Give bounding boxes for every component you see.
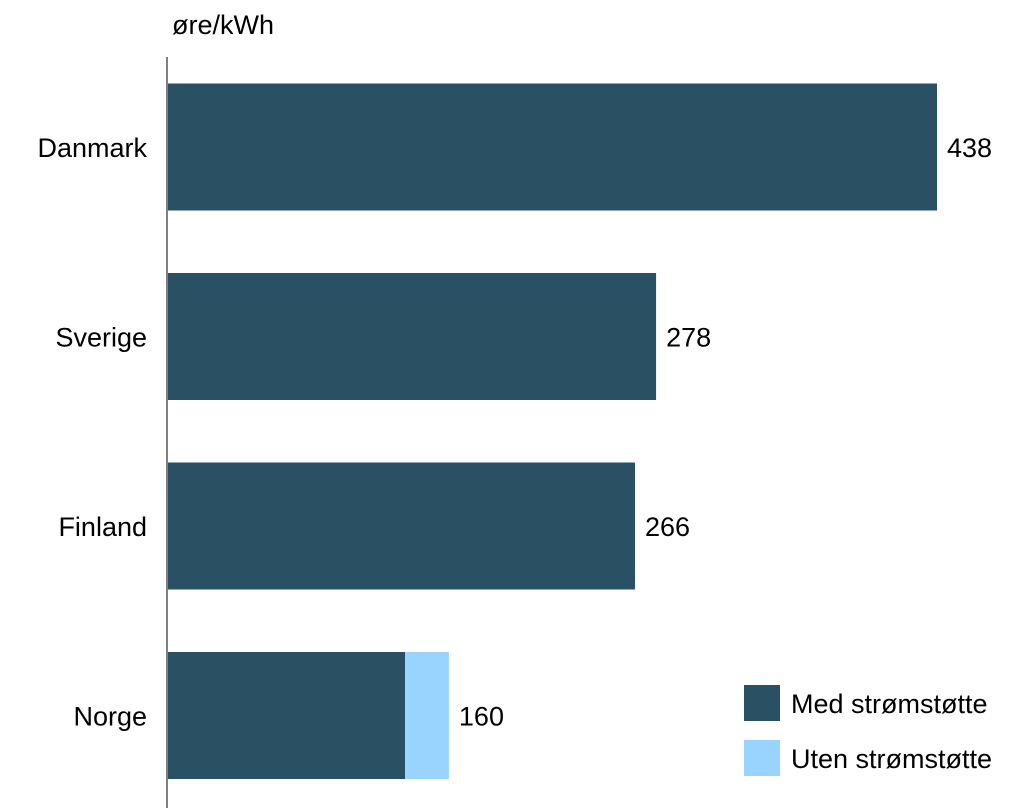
legend-label-1: Med strømstøtte: [791, 689, 988, 719]
bar-norge-series-1: [168, 652, 406, 779]
category-label-danmark: Danmark: [37, 133, 147, 163]
bar-norge-series-2: [405, 652, 449, 779]
data-label-norge: 160: [459, 702, 504, 732]
category-label-norge: Norge: [73, 702, 147, 732]
legend-label-2: Uten strømstøtte: [791, 744, 992, 774]
data-label-sverige: 278: [666, 323, 711, 353]
data-label-danmark: 438: [947, 133, 992, 163]
bars-group: Danmark 438 Sverige 278 Finland 266 Norge 160: [37, 83, 992, 779]
bar-finland-series-1: [168, 462, 636, 590]
legend-swatch-1: [744, 685, 780, 721]
category-label-finland: Finland: [58, 512, 147, 542]
legend: Med strømstøtte Uten strømstøtte: [744, 685, 992, 776]
bar-danmark-series-1: [168, 83, 937, 211]
unit-label: øre/kWh: [172, 10, 274, 40]
bar-sverige-series-1: [168, 273, 657, 400]
category-label-sverige: Sverige: [55, 323, 147, 353]
legend-swatch-2: [744, 740, 780, 776]
data-label-finland: 266: [645, 512, 690, 542]
